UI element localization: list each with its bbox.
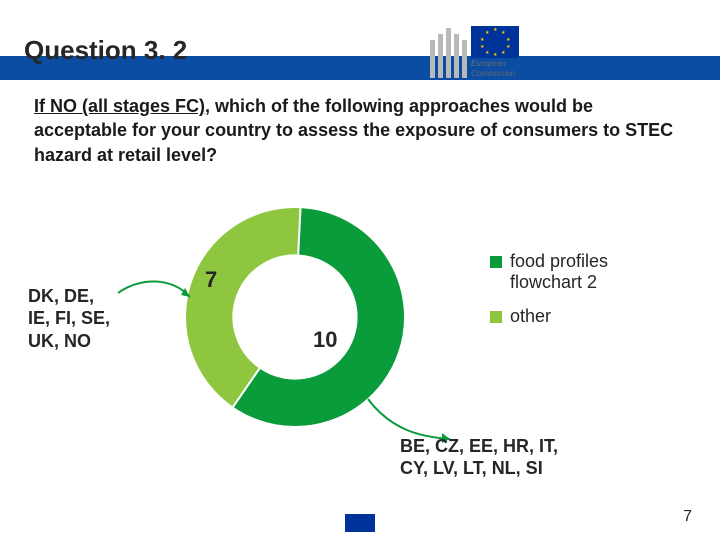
eu-flag-icon: ★ ★ ★ ★ ★ ★ ★ ★ ★ ★: [471, 26, 519, 58]
page-number: 7: [683, 508, 692, 526]
legend-swatch: [490, 311, 502, 323]
question-prefix: If NO (all stages FC): [34, 96, 205, 116]
logo-text-2: Commission: [471, 70, 515, 78]
legend-item: other: [490, 306, 680, 328]
question-text: If NO (all stages FC), which of the foll…: [0, 72, 720, 167]
title-bar: Question 3. 2 ★ ★ ★ ★ ★ ★ ★ ★ ★: [0, 0, 720, 72]
legend-item: food profiles flowchart 2: [490, 251, 680, 294]
legend-label: other: [510, 306, 551, 328]
callout-foodprofiles-countries: BE, CZ, EE, HR, IT,CY, LV, LT, NL, SI: [400, 435, 558, 480]
logo-pillars: [430, 28, 467, 78]
callout-other-countries: DK, DE,IE, FI, SE,UK, NO: [28, 285, 110, 353]
footer-flag-icon: [345, 514, 375, 532]
arrow-left: [110, 275, 200, 325]
legend-swatch: [490, 256, 502, 268]
logo-text-1: European: [471, 60, 506, 68]
slice-label-7: 7: [205, 267, 217, 293]
legend: food profiles flowchart 2 other: [490, 251, 680, 340]
chart-area: 10 7 DK, DE,IE, FI, SE,UK, NO BE, CZ, EE…: [0, 187, 720, 507]
ec-logo: ★ ★ ★ ★ ★ ★ ★ ★ ★ ★ European Commission: [430, 8, 540, 78]
slice-label-10: 10: [313, 327, 337, 353]
legend-label: food profiles flowchart 2: [510, 251, 680, 294]
slide-title: Question 3. 2: [24, 35, 187, 72]
